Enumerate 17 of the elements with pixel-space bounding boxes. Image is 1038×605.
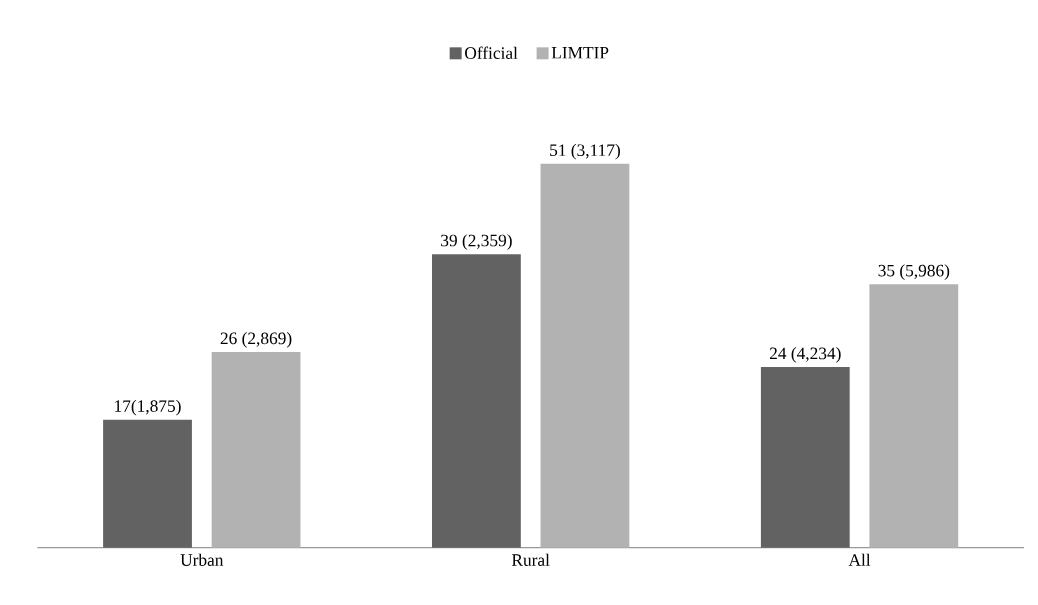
data-label: 39 (2,359) xyxy=(441,234,512,250)
bar xyxy=(432,254,521,548)
x-tick-label: Urban xyxy=(180,553,224,566)
x-tick-label: Rural xyxy=(511,553,550,566)
bar xyxy=(103,419,192,548)
bar xyxy=(760,367,850,548)
bar xyxy=(211,351,301,548)
data-label: 26 (2,869) xyxy=(220,331,292,348)
data-label: 17(1,875) xyxy=(115,399,181,416)
data-label: 24 (4,234) xyxy=(769,347,841,363)
bar xyxy=(869,284,959,548)
data-label: 35 (5,986) xyxy=(878,264,950,280)
x-tick-label: All xyxy=(848,553,871,566)
data-label: 51 (3,117) xyxy=(550,143,620,160)
legend-label: LIMTIP xyxy=(551,47,609,59)
bar xyxy=(540,163,630,548)
legend-label: Official xyxy=(465,46,518,59)
